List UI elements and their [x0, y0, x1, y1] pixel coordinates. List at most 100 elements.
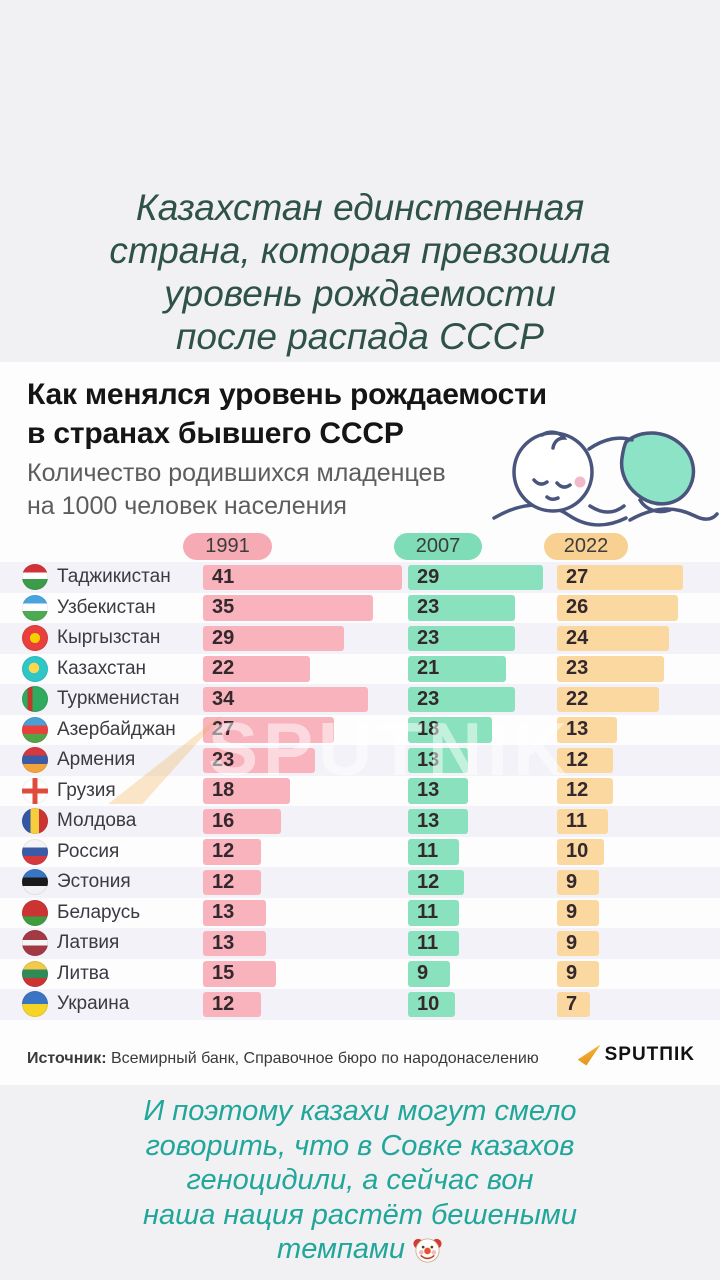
bar-1991: 12: [203, 869, 261, 895]
leg-line: [638, 498, 672, 514]
bar-2007: 23: [408, 686, 515, 712]
bar-value: 23: [417, 626, 440, 649]
bar-2007: 23: [408, 595, 515, 621]
bar-value: 12: [566, 748, 589, 771]
country-flag-icon: [22, 930, 48, 956]
country-flag-icon: [22, 594, 48, 621]
bar-value: 9: [566, 931, 578, 954]
bar-value: 9: [566, 962, 578, 984]
back-line: [587, 436, 634, 451]
chart-subtitle: Количество родившихся младенцев на 1000 …: [27, 457, 446, 523]
bar-1991: 29: [203, 625, 344, 651]
table-row: Кыргызстан 29 23 24: [0, 623, 720, 654]
source-label: Источник:: [27, 1050, 107, 1067]
bar-value: 29: [212, 626, 235, 649]
chart-title-line: Как менялся уровень рождаемости: [27, 378, 547, 411]
country-flag-icon: [22, 869, 48, 895]
country-label: Таджикистан: [57, 566, 171, 587]
bar-value: 13: [566, 718, 589, 740]
bar-2007: 11: [408, 900, 459, 926]
bar-2007: 12: [408, 869, 464, 895]
bar-value: 16: [212, 809, 235, 832]
bar-1991: 12: [203, 991, 261, 1017]
country-label: Кыргызстан: [57, 627, 161, 648]
bottom-caption: И поэтому казахи могут смело говорить, ч…: [0, 1094, 720, 1267]
bar-1991: 15: [203, 961, 276, 987]
hair-curl: [540, 430, 568, 450]
table-row: Россия 12 11 10: [0, 837, 720, 868]
bar-value: 23: [212, 748, 235, 771]
bar-2022: 12: [557, 747, 613, 773]
bar-2007: 13: [408, 808, 468, 834]
country-label: Молдова: [57, 810, 137, 831]
sputnik-logo-text: SPUTΠIK: [604, 1044, 695, 1065]
bar-value: 12: [212, 870, 235, 893]
bar-value: 9: [566, 870, 578, 893]
country-label: Литва: [57, 962, 110, 984]
bar-value: 9: [566, 901, 578, 923]
country-label: Латвия: [57, 932, 120, 953]
bar-value: 11: [417, 840, 439, 862]
bar-value: 12: [566, 779, 589, 801]
diaper: [619, 431, 696, 506]
country-flag-icon: [22, 625, 48, 651]
country-flag-icon: [22, 655, 48, 682]
bar-2022: 26: [557, 595, 678, 621]
bar-value: 7: [566, 992, 578, 1015]
bar-2022: 7: [557, 991, 590, 1017]
country-flag-icon: [22, 686, 48, 712]
blanket-line: [628, 507, 719, 522]
bar-1991: 41: [203, 564, 402, 590]
bar-2022: 13: [557, 717, 617, 743]
table-row: Молдова 16 13 11: [0, 806, 720, 837]
table-row: Узбекистан 35 23 26: [0, 593, 720, 624]
bar-value: 13: [417, 779, 440, 801]
bar-1991: 23: [203, 747, 315, 773]
bar-2022: 24: [557, 625, 669, 651]
bar-value: 13: [417, 748, 440, 771]
caption-line: наша нация растёт бешеными: [143, 1198, 577, 1231]
chart-title: Как менялся уровень рождаемости в страна…: [27, 375, 547, 453]
country-label: Украина: [57, 993, 130, 1014]
bar-value: 9: [417, 962, 429, 984]
bar-2022: 9: [557, 900, 599, 926]
bar-value: 10: [566, 840, 589, 862]
country-label: Узбекистан: [57, 596, 156, 618]
source-line: Источник: Всемирный банк, Справочное бюр…: [27, 1050, 539, 1068]
bar-value: 10: [417, 992, 440, 1015]
bar-2007: 13: [408, 747, 468, 773]
bar-1991: 34: [203, 686, 368, 712]
bar-2022: 11: [557, 808, 608, 834]
bar-1991: 22: [203, 656, 310, 682]
bar-2007: 9: [408, 961, 450, 987]
table-row: Литва 15 9 9: [0, 959, 720, 990]
caption-line: темпами: [0, 1232, 720, 1267]
bar-2007: 11: [408, 930, 459, 956]
source-text: Всемирный банк, Справочное бюро по народ…: [110, 1050, 539, 1067]
table-row: Беларусь 13 11 9: [0, 898, 720, 929]
caption-line: страна, которая превзошла: [109, 230, 611, 271]
sputnik-logo: SPUTΠIK: [577, 1043, 695, 1067]
bar-2007: 11: [408, 839, 459, 865]
column-header-1991: 1991: [183, 533, 272, 560]
bar-value: 13: [212, 931, 235, 954]
country-flag-icon: [22, 838, 48, 865]
table-row: Туркменистан 34 23 22: [0, 684, 720, 715]
bar-2022: 9: [557, 961, 599, 987]
bar-value: 18: [417, 718, 440, 740]
country-flag-icon: [22, 991, 48, 1017]
bar-value: 18: [212, 779, 235, 801]
bar-value: 15: [212, 962, 235, 984]
bar-value: 27: [212, 718, 235, 740]
closed-eye: [532, 478, 549, 486]
bar-value: 23: [417, 687, 440, 710]
bar-value: 41: [212, 565, 235, 588]
bar-value: 35: [212, 596, 235, 618]
country-label: Беларусь: [57, 901, 141, 923]
chart-subtitle-line: Количество родившихся младенцев: [27, 459, 446, 487]
bar-2022: 9: [557, 869, 599, 895]
country-flag-icon: [22, 716, 48, 743]
bar-2007: 21: [408, 656, 506, 682]
country-label: Азербайджан: [57, 718, 176, 740]
blanket-line: [492, 503, 628, 527]
